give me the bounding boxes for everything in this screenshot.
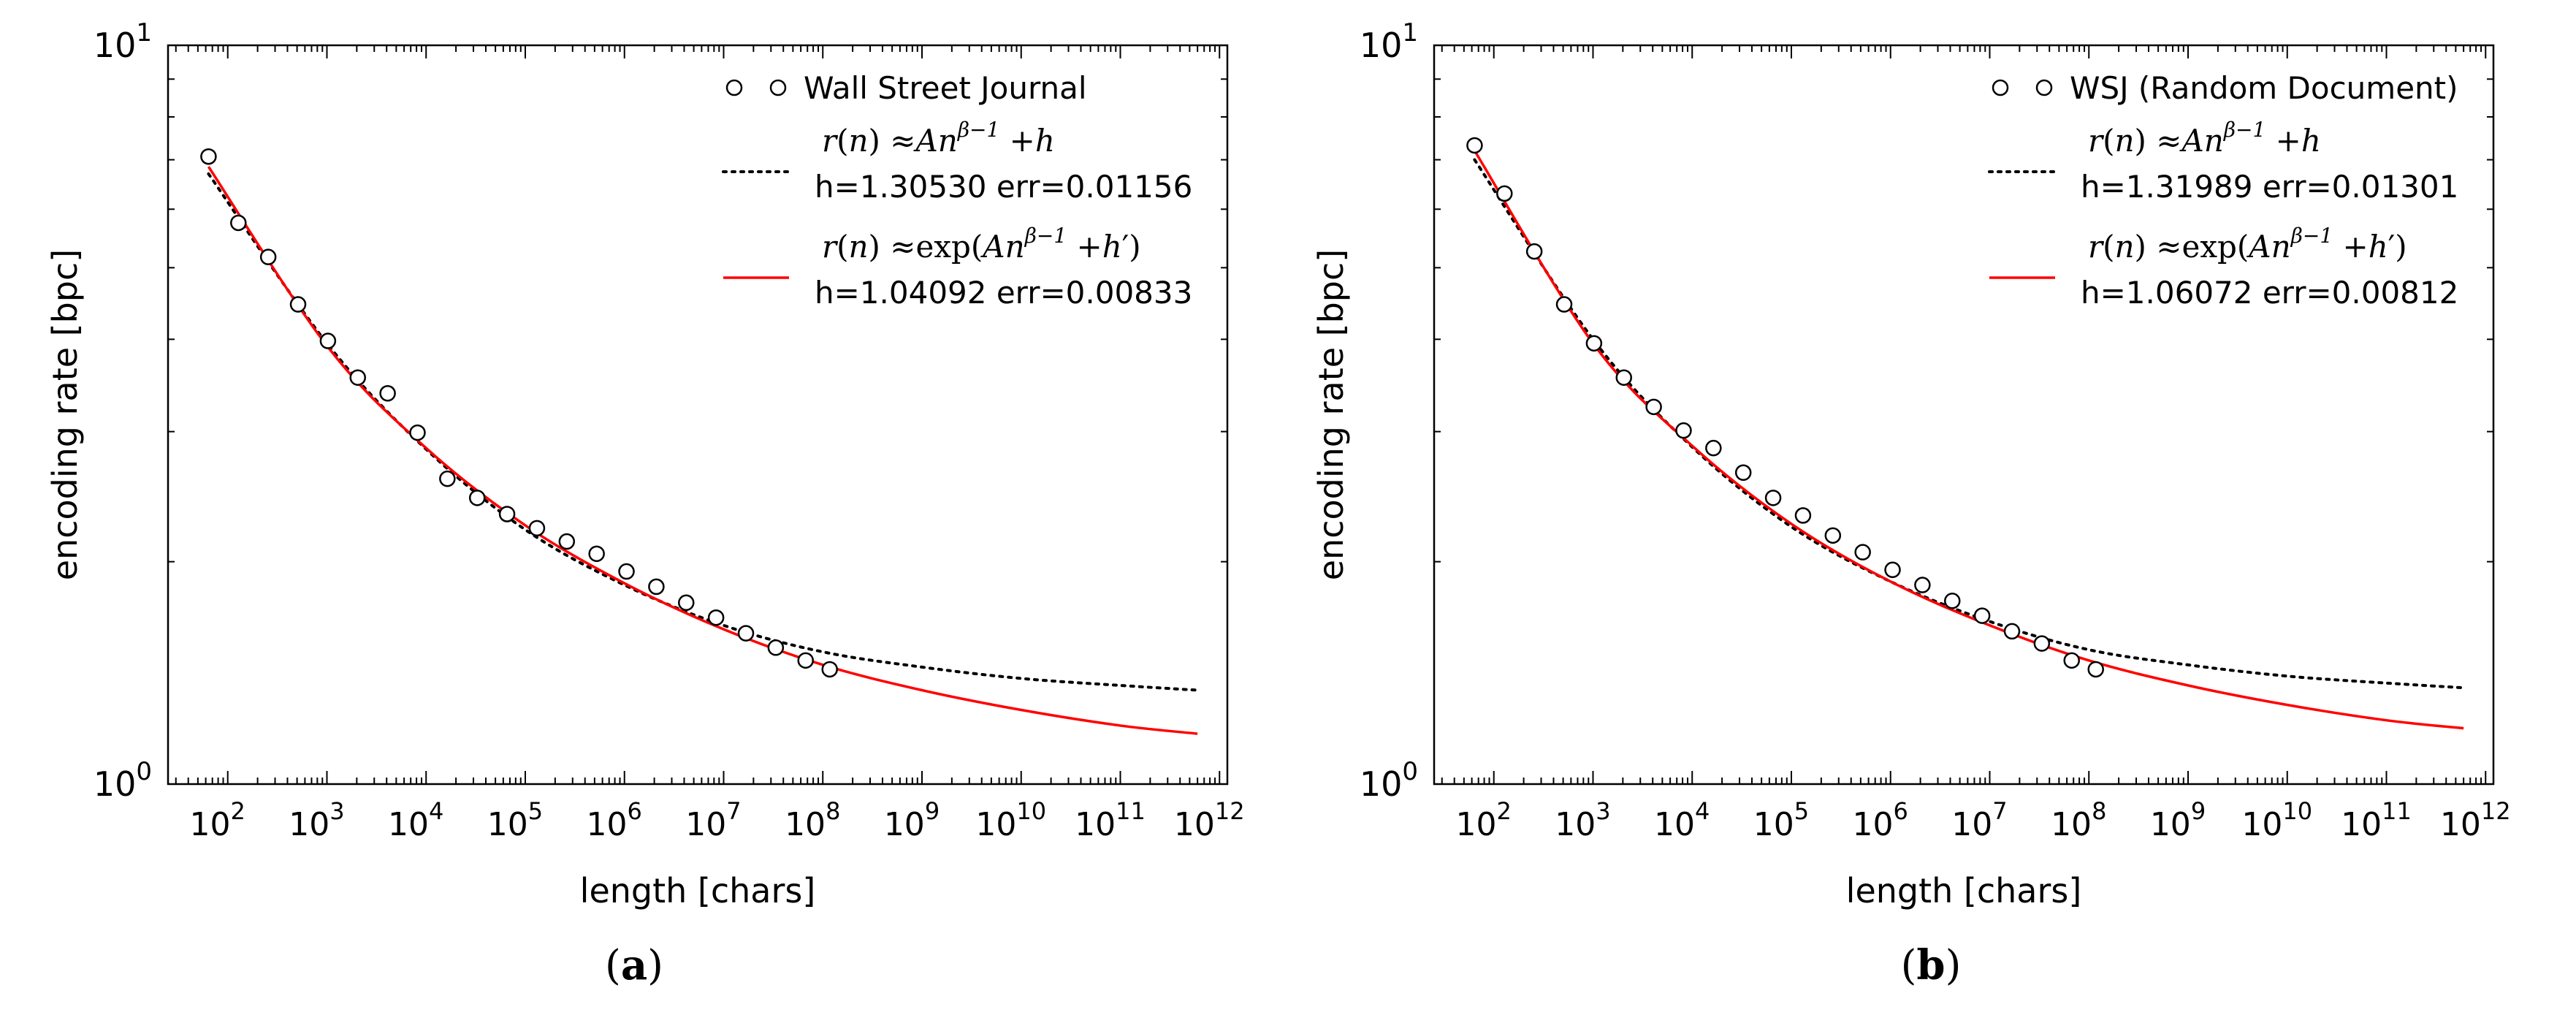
legend-formula-label: r(n) ≈exp(Anβ−1 +h′) [2088, 224, 2407, 265]
data-point-marker [1973, 607, 1991, 624]
data-point-marker [1764, 490, 1782, 506]
data-point-marker [379, 385, 396, 402]
legend-formula-label: r(n) ≈Anβ−1 +h [2088, 118, 2321, 159]
x-tick-label: 105 [1753, 797, 1809, 843]
y-tick-label: 100 [1360, 757, 1418, 804]
data-point-marker [588, 545, 605, 563]
x-tick-label: 108 [2051, 797, 2106, 843]
data-point-marker [1794, 507, 1812, 524]
x-tick-label: 109 [2150, 797, 2206, 843]
x-tick-label: 1012 [1174, 797, 1245, 843]
legend-stats-label: h=1.06072 err=0.00812 [2081, 275, 2458, 311]
data-point-marker [1675, 422, 1692, 439]
plot-frame [1433, 44, 2495, 786]
y-axis-label: encoding rate [bpc] [1311, 249, 1351, 581]
x-tick-label: 102 [190, 797, 245, 843]
legend-stats-label: h=1.30530 err=0.01156 [815, 169, 1192, 205]
x-tick-label: 107 [1951, 797, 2007, 843]
data-point-marker [737, 625, 755, 642]
data-point-marker [797, 652, 814, 669]
fit-power-law-dotted-line [207, 172, 1200, 692]
x-tick-label: 102 [1456, 797, 1512, 843]
y-tick-label: 101 [1360, 18, 1418, 65]
panel-caption: (b) [1901, 941, 1962, 989]
data-point-marker [2003, 623, 2021, 640]
data-point-marker [439, 470, 456, 487]
data-point-marker [1705, 439, 1722, 457]
data-point-marker [618, 563, 635, 580]
legend-series-label: WSJ (Random Document) [2070, 70, 2458, 106]
legend-marker-icon [725, 79, 743, 96]
data-point-marker [2033, 635, 2051, 652]
fit-exp-red-line [207, 166, 1198, 735]
data-point-marker [2087, 661, 2104, 678]
data-point-marker [1914, 577, 1931, 593]
x-tick-label: 103 [1555, 797, 1610, 843]
legend-marker-icon [769, 79, 787, 96]
data-point-marker [498, 506, 516, 522]
data-point-marker [1944, 593, 1961, 609]
x-tick-label: 1011 [1075, 797, 1146, 843]
data-point-marker [1466, 137, 1483, 154]
data-point-marker [1555, 296, 1573, 313]
x-tick-label: 104 [388, 797, 443, 843]
legend-marker-icon [2035, 79, 2053, 96]
legend-formula-label: r(n) ≈Anβ−1 +h [822, 118, 1055, 159]
legend: Wall Street Journal r(n) ≈Anβ−1 +h h=1.305… [722, 70, 1192, 311]
data-point-marker [2063, 652, 2080, 669]
data-point-marker [409, 424, 426, 441]
chart-panel-a: 102 103 104 105 106 107 108 109 1010 1011 1012 100 1… [45, 18, 1245, 989]
x-tick-label: 107 [685, 797, 741, 843]
data-point-marker [230, 214, 247, 232]
legend-stats-label: h=1.04092 err=0.00833 [815, 275, 1192, 311]
data-point-marker [259, 248, 277, 265]
x-tick-label: 1010 [2241, 797, 2312, 843]
legend: WSJ (Random Document) r(n) ≈Anβ−1 +h h=1.3… [1988, 70, 2458, 311]
data-point-marker [468, 490, 486, 506]
data-point-marker [558, 533, 576, 550]
x-tick-label: 109 [884, 797, 940, 843]
data-point-marker [1854, 544, 1871, 560]
legend-formula-label: r(n) ≈exp(Anβ−1 +h′) [822, 224, 1141, 265]
data-point-marker [319, 332, 337, 349]
y-tick-label: 101 [94, 18, 152, 65]
legend-series-label: Wall Street Journal [804, 70, 1087, 106]
data-point-marker [289, 296, 307, 313]
data-point-marker [528, 520, 546, 537]
y-axis-label: encoding rate [bpc] [45, 249, 85, 581]
data-point-marker [678, 594, 695, 612]
data-point-marker [200, 148, 217, 165]
x-tick-label: 104 [1654, 797, 1710, 843]
data-point-marker [1645, 398, 1662, 416]
data-point-marker [767, 639, 785, 656]
data-point-marker [707, 609, 725, 626]
x-tick-label: 106 [1853, 797, 1908, 843]
legend-stats-label: h=1.31989 err=0.01301 [2081, 169, 2458, 205]
data-point-marker [1734, 464, 1752, 482]
panel-caption: (a) [605, 941, 663, 989]
x-tick-label: 105 [487, 797, 543, 843]
x-tick-label: 1010 [975, 797, 1046, 843]
data-point-marker [1824, 527, 1842, 544]
data-point-marker [1496, 185, 1513, 202]
data-point-marker [349, 369, 366, 386]
x-axis-label: length [chars] [580, 871, 816, 911]
data-point-marker [1884, 561, 1901, 579]
x-tick-label: 106 [587, 797, 642, 843]
plot-frame [167, 44, 1229, 786]
x-tick-label: 103 [289, 797, 344, 843]
data-point-marker [1585, 335, 1603, 352]
y-tick-label: 100 [94, 757, 152, 804]
x-tick-label: 108 [785, 797, 840, 843]
data-point-marker [1525, 243, 1543, 260]
x-axis-label: length [chars] [1846, 871, 2082, 911]
data-point-marker [821, 661, 838, 678]
x-tick-label: 1011 [2341, 797, 2412, 843]
legend-marker-icon [1992, 79, 2009, 96]
chart-panel-b: 102 103 104 105 106 107 108 109 1010 1011 1012 100 1… [1311, 18, 2511, 989]
data-point-marker [648, 578, 665, 596]
x-tick-label: 1012 [2440, 797, 2511, 843]
data-point-marker [1615, 369, 1632, 386]
